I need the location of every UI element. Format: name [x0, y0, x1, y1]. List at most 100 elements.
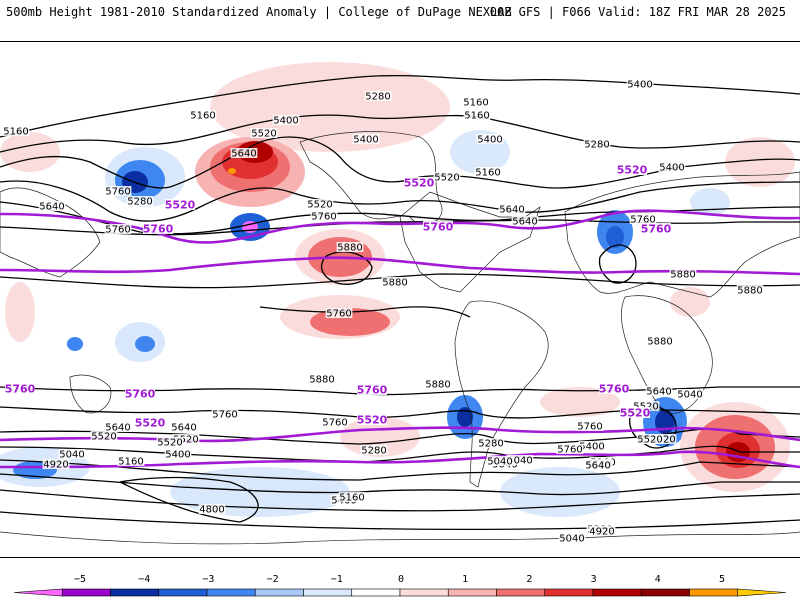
- height-contour-line: [259, 306, 471, 318]
- contour-label: 5280: [477, 438, 505, 450]
- contour-label: 5640: [38, 201, 66, 213]
- contour-label: 5760: [104, 224, 132, 236]
- svg-text:5640: 5640: [512, 217, 537, 228]
- colorbar-tick-label: 5: [719, 574, 725, 585]
- svg-text:5760: 5760: [423, 221, 454, 234]
- svg-text:5520: 5520: [165, 199, 196, 212]
- contour-label: 5520: [90, 431, 118, 443]
- svg-text:5520: 5520: [157, 438, 182, 449]
- contour-label: 5880: [736, 285, 764, 297]
- svg-text:5760: 5760: [641, 223, 672, 236]
- colorbar-tick-label: 2: [526, 574, 532, 585]
- height-contour-line: [0, 459, 800, 481]
- svg-text:5520: 5520: [135, 417, 166, 430]
- coastlines: [0, 131, 800, 545]
- colorbar-swatch: [544, 588, 594, 597]
- svg-text:4920: 4920: [43, 460, 68, 471]
- contour-label: 5160: [2, 126, 30, 138]
- height-contour-line: [0, 511, 800, 531]
- colorbar-swatch: [158, 588, 208, 597]
- colorbar-tick-label: 0: [398, 574, 404, 585]
- svg-text:5040: 5040: [677, 390, 702, 401]
- contour-label: 5400: [578, 441, 606, 453]
- contour-label: 5880: [424, 379, 452, 391]
- highlight-contour-label: 5760: [641, 223, 672, 236]
- svg-text:5640: 5640: [231, 149, 256, 160]
- anomaly-negative: [457, 407, 473, 427]
- svg-text:5880: 5880: [382, 278, 407, 289]
- contour-label: 5520: [156, 437, 184, 449]
- height-contour-line: [0, 74, 800, 138]
- svg-text:5400: 5400: [165, 450, 190, 461]
- highlight-contour-label: 5520: [404, 177, 435, 190]
- height-contour-line: [320, 251, 373, 285]
- colorbar-tick-label: −1: [331, 574, 343, 585]
- svg-text:5520: 5520: [307, 200, 332, 211]
- svg-text:5760: 5760: [212, 410, 237, 421]
- contour-label: 5760: [576, 421, 604, 433]
- svg-text:5760: 5760: [322, 418, 347, 429]
- svg-text:5520: 5520: [617, 164, 648, 177]
- highlight-contour-label: 5760: [357, 384, 388, 397]
- svg-text:5640: 5640: [39, 202, 64, 213]
- svg-text:5760: 5760: [557, 445, 582, 456]
- height-contour-line: [598, 244, 637, 284]
- anomaly-negative: [690, 188, 730, 216]
- contour-label: 5160: [462, 97, 490, 109]
- svg-text:5880: 5880: [737, 286, 762, 297]
- anomaly-positive: [0, 132, 60, 172]
- anomaly-positive: [540, 387, 620, 417]
- anomaly-colorbar: −5 −4 −3 −2 −1 0 1 2 3 4 5: [13, 574, 787, 597]
- svg-text:5520: 5520: [91, 432, 116, 443]
- anomaly-positive: [340, 417, 420, 457]
- contour-label: 5280: [364, 91, 392, 103]
- highlight-contour-label: 5760: [143, 223, 174, 236]
- svg-text:5760: 5760: [143, 223, 174, 236]
- contour-label: 5160: [189, 110, 217, 122]
- colorbar-swatch: [737, 588, 787, 597]
- contour-label: 5520: [636, 434, 664, 446]
- svg-text:5640: 5640: [646, 387, 671, 398]
- contour-label: 4920: [42, 459, 70, 471]
- height-contour-line: [0, 114, 800, 153]
- svg-text:5160: 5160: [118, 457, 143, 468]
- svg-text:5760: 5760: [357, 384, 388, 397]
- height-contour-line: [119, 476, 259, 523]
- svg-text:5520: 5520: [620, 407, 651, 420]
- svg-text:5400: 5400: [273, 116, 298, 127]
- anomaly-positive: [5, 282, 35, 342]
- colorbar-swatch: [303, 588, 353, 597]
- svg-text:5400: 5400: [353, 135, 378, 146]
- contour-label: 5520: [250, 128, 278, 140]
- contour-label: 5280: [583, 139, 611, 151]
- svg-text:4920: 4920: [589, 527, 614, 538]
- contour-label: 5760: [310, 211, 338, 223]
- highlight-contour-line: [0, 426, 800, 443]
- contour-label: 5760: [104, 186, 132, 198]
- svg-text:5880: 5880: [647, 337, 672, 348]
- contour-label: 5280: [360, 445, 388, 457]
- contour-label: 5400: [626, 79, 654, 91]
- svg-text:5160: 5160: [463, 98, 488, 109]
- anomaly-positive: [228, 168, 236, 174]
- contour-label: 5640: [584, 460, 612, 472]
- contour-label: 4920: [588, 526, 616, 538]
- svg-text:5280: 5280: [478, 439, 503, 450]
- contour-label: 5640: [104, 422, 132, 434]
- svg-text:5760: 5760: [5, 383, 36, 396]
- colorbar-tick-label: −2: [267, 574, 279, 585]
- colorbar-swatch: [592, 588, 642, 597]
- highlight-contour-label: 5760: [125, 388, 156, 401]
- svg-text:5640: 5640: [499, 205, 524, 216]
- coastline: [0, 187, 101, 278]
- chart-title: 500mb Height 1981-2010 Standardized Anom…: [6, 5, 512, 19]
- anomaly-negative: [135, 336, 155, 352]
- highlight-contour-label: 5520: [620, 407, 651, 420]
- contour-label: 5160: [474, 167, 502, 179]
- svg-text:5160: 5160: [190, 111, 215, 122]
- anomaly-negative: [67, 337, 83, 351]
- svg-text:5520: 5520: [173, 435, 198, 446]
- colorbar-tick-label: 1: [462, 574, 468, 585]
- svg-text:5280: 5280: [365, 92, 390, 103]
